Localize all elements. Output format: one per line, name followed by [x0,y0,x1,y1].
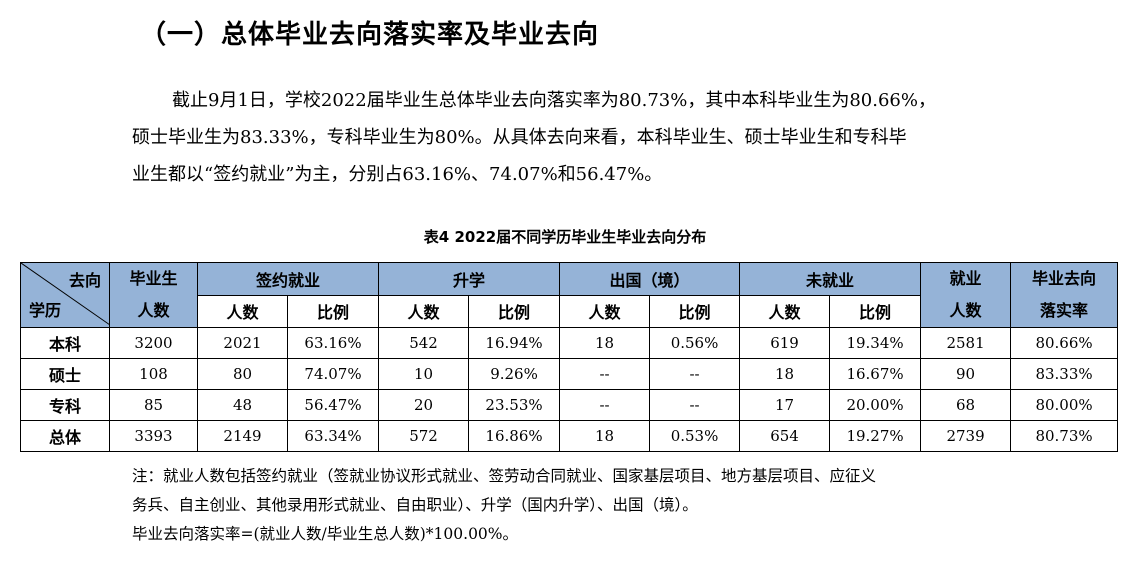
signed-count-header: 人数 [197,294,288,328]
study-count-cell: 20 [378,389,470,421]
signed-count-cell: 48 [197,389,288,421]
study-ratio-cell: 9.26% [468,358,561,390]
summary-paragraph: 截止9月1日，学校2022届毕业生总体毕业去向落实率为80.73%，其中本科毕业… [132,82,1012,193]
table-row: 硕士 108 80 74.07% 10 9.26% -- -- 18 16.67… [20,358,1119,390]
unemployed-ratio-cell: 19.27% [829,420,922,452]
table-notes: 注：就业人数包括签约就业（签就业协议形式就业、签劳动合同就业、国家基层项目、地方… [132,462,1012,549]
employed-header: 就业 人数 [920,262,1012,328]
signed-count-cell: 2021 [197,327,288,359]
unemployed-count-cell: 18 [739,358,831,390]
unemployed-count-cell: 654 [739,420,831,452]
placement-rate-cell: 80.00% [1010,389,1119,421]
signed-header: 签约就业 [196,262,380,296]
unemployed-count-cell: 619 [739,327,831,359]
destination-table: 去向 学历 毕业生 人数 签约就业 升学 出国（境） 未就业 就业 人数 毕业去向落… [20,262,1119,452]
paragraph-line-1: 截止9月1日，学校2022届毕业生总体毕业去向落实率为80.73%，其中本科毕业… [172,90,936,111]
study-count-header: 人数 [378,294,470,328]
unemployed-header: 未就业 [739,262,922,296]
table-row: 专科 85 48 56.47% 20 23.53% -- -- 17 20.00… [20,389,1119,421]
unemployed-ratio-cell: 16.67% [829,358,922,390]
corner-label-education: 学历 [29,301,62,320]
employed-cell: 2581 [920,327,1012,359]
signed-count-cell: 2149 [197,420,288,452]
study-ratio-cell: 23.53% [468,389,561,421]
study-ratio-cell: 16.94% [468,327,561,359]
corner-label-destination: 去向 [68,271,101,290]
abroad-ratio-cell: 0.56% [649,327,741,359]
graduates-header: 毕业生 人数 [109,262,198,328]
note-line-2: 务兵、自主创业、其他录用形式就业、自由职业）、升学（国内升学）、出国（境）。 [132,496,698,514]
unemployed-count-cell: 17 [739,389,831,421]
study-ratio-header: 比例 [468,294,561,328]
study-count-cell: 542 [378,327,470,359]
paragraph-line-3: 业生都以“签约就业”为主，分别占63.16%、74.07%和56.47%。 [132,164,663,185]
abroad-count-cell: 18 [559,327,651,359]
placement-rate-cell: 80.66% [1010,327,1119,359]
note-line-3: 毕业去向落实率=(就业人数/毕业生总人数)*100.00%。 [132,525,519,543]
unemployed-ratio-cell: 20.00% [829,389,922,421]
unemployed-ratio-cell: 19.34% [829,327,922,359]
study-count-cell: 10 [378,358,470,390]
abroad-ratio-cell: 0.53% [649,420,741,452]
study-ratio-cell: 16.86% [468,420,561,452]
diagonal-divider [21,263,109,325]
placement-rate-cell: 80.73% [1010,420,1119,452]
abroad-count-cell: -- [559,389,651,421]
signed-ratio-cell: 56.47% [286,389,380,421]
signed-ratio-cell: 74.07% [286,358,380,390]
signed-ratio-cell: 63.34% [286,420,380,452]
graduates-cell: 85 [109,389,198,421]
unemployed-ratio-header: 比例 [829,294,922,328]
paragraph-line-2: 硕士毕业生为83.33%，专科毕业生为80%。从具体去向来看，本科毕业生、硕士毕… [132,127,907,148]
employed-cell: 90 [920,358,1012,390]
table-row: 本科 3200 2021 63.16% 542 16.94% 18 0.56% … [20,327,1119,359]
graduates-cell: 108 [109,358,198,390]
graduates-cell: 3200 [109,327,198,359]
section-heading: （一）总体毕业去向落实率及毕业去向 [140,20,600,50]
row-label: 总体 [20,420,110,452]
abroad-ratio-cell: -- [649,389,741,421]
abroad-ratio-cell: -- [649,358,741,390]
corner-header-cell: 去向 学历 [20,262,110,328]
abroad-count-cell: 18 [559,420,651,452]
row-label: 硕士 [20,358,110,390]
employed-cell: 68 [920,389,1012,421]
study-count-cell: 572 [378,420,470,452]
graduates-cell: 3393 [109,420,198,452]
table-row: 总体 3393 2149 63.34% 572 16.86% 18 0.53% … [20,420,1119,452]
placement-rate-cell: 83.33% [1010,358,1119,390]
signed-ratio-cell: 63.16% [286,327,380,359]
abroad-ratio-header: 比例 [649,294,741,328]
abroad-count-cell: -- [559,358,651,390]
signed-ratio-header: 比例 [286,294,380,328]
employed-cell: 2739 [920,420,1012,452]
further-study-header: 升学 [378,262,561,296]
row-label: 本科 [20,327,110,359]
abroad-count-header: 人数 [559,294,651,328]
row-label: 专科 [20,389,110,421]
abroad-header: 出国（境） [559,262,741,296]
signed-count-cell: 80 [197,358,288,390]
note-line-1: 注：就业人数包括签约就业（签就业协议形式就业、签劳动合同就业、国家基层项目、地方… [132,467,877,485]
table-caption: 表4 2022届不同学历毕业生毕业去向分布 [423,228,707,246]
placement-rate-header: 毕业去向 落实率 [1010,262,1119,328]
unemployed-count-header: 人数 [739,294,831,328]
